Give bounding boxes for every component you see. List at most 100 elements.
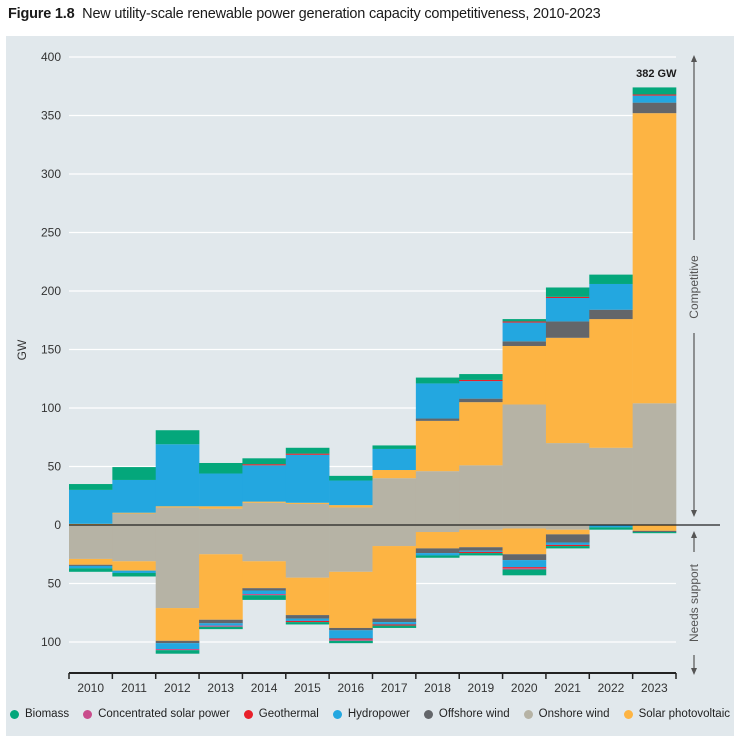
bar-segment-hydropower [242,590,287,595]
competitive-label: Competitive [687,255,701,319]
bar-segment-hydropower [459,550,503,552]
bar-segment-hydropower [285,618,330,621]
bar-segment-hydropower [199,623,243,626]
bar-segment-onshore-wind [459,525,503,530]
bar-segment-solar-photovoltaic [112,561,157,571]
bar-segment-onshore-wind [69,525,113,559]
bar-segment-onshore-wind [372,525,417,547]
bar-segment-solar-photovoltaic [112,512,157,514]
legend-label: Solar photovoltaic [638,708,731,720]
bar-segment-hydropower [155,444,200,507]
bar-segment-solar-photovoltaic [632,525,677,531]
bar-segment-solar-photovoltaic [589,319,633,448]
bar-segment-offshore-wind [545,534,590,543]
legend-label: Onshore wind [538,708,610,720]
y-tick-label: 400 [41,50,61,64]
y-tick-label: 100 [41,401,61,415]
bar-segment-biomass [155,650,200,654]
x-tick-label: 2017 [381,681,408,695]
figure-title: Figure 1.8 New utility-scale renewable p… [8,6,601,22]
bar-segment-biomass [459,374,503,380]
y-tick-label: 300 [41,167,61,181]
x-tick-label: 2022 [598,681,625,695]
bar-segment-onshore-wind [632,403,677,525]
bar-segment-solar-photovoltaic [415,532,460,549]
bar-segment-onshore-wind [155,507,200,525]
bar-segment-solar-photovoltaic [242,501,287,503]
bar-segment-biomass [199,462,243,474]
bar-segment-solar-photovoltaic [242,561,287,589]
bar-segment-onshore-wind [459,465,503,525]
bar-segment-geothermal [242,464,287,466]
bar-segment-solar-photovoltaic [545,337,590,444]
bar-segment-geothermal [285,620,330,623]
bar-segment-offshore-wind [632,530,677,533]
bar-segment-onshore-wind [329,507,373,525]
bar-segment-offshore-wind [589,309,633,320]
bar-segment-hydropower [112,479,157,513]
bar-segment-onshore-wind [502,525,547,529]
legend-label: Offshore wind [438,708,510,720]
bar-segment-onshore-wind [545,443,590,525]
bar-segment-hydropower [372,448,417,471]
x-tick-label: 2011 [121,681,147,695]
bar-segment-onshore-wind [329,525,373,572]
bar-segment-geothermal [502,567,547,569]
x-tick-label: 2023 [641,681,668,695]
bar-segment-offshore-wind [632,102,677,114]
bar-segment-biomass [589,274,633,284]
bar-segment-onshore-wind [112,525,157,562]
bar-segment-solar-photovoltaic [459,402,503,466]
bar-segment-offshore-wind [415,548,460,554]
bar-segment-concentrated-solar-power [242,594,287,596]
bar-segment-geothermal [285,453,330,455]
legend-item: Concentrated solar power [83,708,230,720]
bar-segment-solar-photovoltaic [199,554,243,620]
x-tick-label: 2010 [77,681,104,695]
bar-segment-hydropower [329,480,373,506]
x-tick-label: 2015 [294,681,321,695]
legend-item: Solar photovoltaic [623,708,731,720]
legend-item: Hydropower [332,708,410,720]
bar-segment-hydropower [242,465,287,502]
bar-segment-onshore-wind [589,447,633,525]
legend-swatch-icon [623,709,633,719]
bar-segment-hydropower [372,622,417,625]
bar-segment-geothermal [545,296,590,299]
bar-segment-solar-photovoltaic [632,113,677,404]
x-tick-label: 2016 [337,681,364,695]
bar-segment-geothermal [545,544,590,547]
bar-segment-hydropower [415,383,460,419]
bar-segment-offshore-wind [545,321,590,338]
bar-segment-biomass [69,568,113,572]
bar-segment-geothermal [632,94,677,96]
y-tick-label: 100 [41,635,61,649]
bar-segment-solar-photovoltaic [545,529,590,535]
bar-segment-biomass [632,532,677,534]
bar-segment-onshore-wind [285,525,330,578]
bar-segment-solar-photovoltaic [459,529,503,548]
legend-label: Hydropower [347,708,410,720]
bar-segment-geothermal [459,551,503,554]
bar-segment-offshore-wind [459,547,503,551]
bar-segment-hydropower [285,454,330,503]
bar-segment-onshore-wind [199,508,243,525]
bar-segment-biomass [242,595,287,600]
arrow-down-icon [691,668,697,675]
bar-segment-biomass [285,447,330,454]
bar-segment-hydropower [155,643,200,650]
bar-segment-biomass [372,445,417,449]
y-tick-label: 250 [41,226,61,240]
legend-swatch-icon [243,709,253,719]
bar-segment-onshore-wind [242,525,287,562]
legend-swatch-icon [332,709,342,719]
bar-segment-onshore-wind [155,525,200,609]
bar-segment-onshore-wind [242,502,287,525]
bar-segment-hydropower [589,525,633,528]
bar-segment-onshore-wind [545,525,590,530]
bar-segment-offshore-wind [502,554,547,561]
legend-swatch-icon [9,709,19,719]
bar-segment-hydropower [502,560,547,568]
x-tick-label: 2020 [511,681,538,695]
bar-segment-biomass [502,569,547,576]
